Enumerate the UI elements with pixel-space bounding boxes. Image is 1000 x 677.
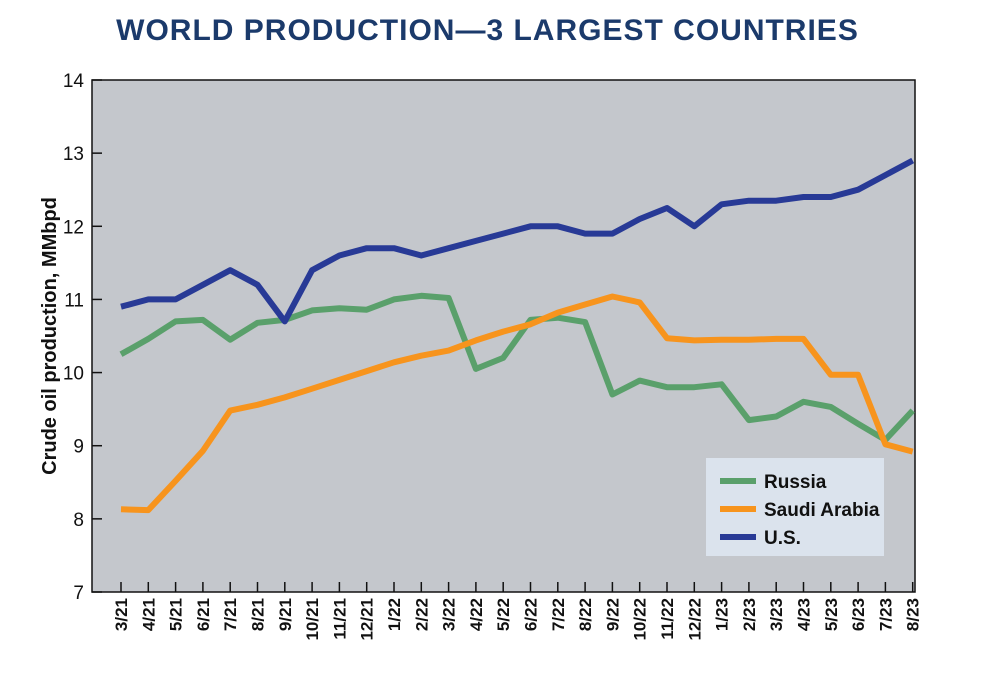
x-tick-label: 8/21 <box>249 598 268 631</box>
x-tick-label: 4/21 <box>139 598 158 631</box>
y-tick-label: 7 <box>73 583 84 604</box>
y-axis-label: Crude oil production, MMbpd <box>39 197 61 475</box>
y-tick-label: 13 <box>63 144 84 165</box>
x-tick-label: 7/21 <box>221 598 240 631</box>
x-tick-label: 3/23 <box>767 598 786 631</box>
series-line-u-s <box>120 157 915 325</box>
x-tick-label: 3/21 <box>112 598 131 631</box>
x-tick-label: 12/22 <box>685 598 704 641</box>
x-tick-label: 5/23 <box>822 598 841 631</box>
x-tick-label: 6/22 <box>522 598 541 631</box>
series-line-russia <box>119 292 915 443</box>
chart-title: WORLD PRODUCTION—3 LARGEST COUNTRIES <box>116 14 859 47</box>
x-tick-label: 12/21 <box>358 598 377 641</box>
y-tick-label: 8 <box>73 510 84 531</box>
x-tick-label: 1/22 <box>385 598 404 631</box>
y-tick-label: 12 <box>63 217 84 238</box>
x-tick-label: 11/21 <box>330 598 349 640</box>
x-tick-label: 10/21 <box>303 598 322 641</box>
legend: Russia Saudi Arabia U.S. <box>706 458 884 556</box>
x-tick-label: 8/23 <box>904 598 923 631</box>
legend-label: U.S. <box>764 528 801 549</box>
x-tick-label: 2/23 <box>740 598 759 631</box>
x-tick-label: 2/22 <box>412 598 431 631</box>
legend-label: Saudi Arabia <box>764 500 880 521</box>
legend-label: Russia <box>764 472 827 493</box>
x-tick-label: 7/22 <box>549 598 568 631</box>
x-tick-label: 7/23 <box>876 598 895 631</box>
y-tick-label: 10 <box>63 364 84 385</box>
x-tick-label: 9/21 <box>276 598 295 631</box>
y-tick-label: 11 <box>64 290 84 311</box>
x-tick-label: 4/22 <box>467 598 486 631</box>
x-tick-label: 5/21 <box>167 598 186 631</box>
x-tick-label: 9/22 <box>603 598 622 631</box>
y-tick-label: 14 <box>63 71 85 92</box>
x-tick-label: 10/22 <box>631 598 650 641</box>
y-tick-label: 9 <box>73 437 84 458</box>
x-tick-label: 6/23 <box>849 598 868 631</box>
x-tick-label: 4/23 <box>795 598 814 631</box>
x-tick-label: 11/22 <box>658 598 677 640</box>
x-tick-label: 3/22 <box>440 598 459 631</box>
x-tick-label: 1/23 <box>713 598 732 631</box>
x-tick-label: 6/21 <box>194 598 213 631</box>
series-line-saudi-arabia <box>120 293 914 514</box>
x-tick-label: 5/22 <box>494 598 513 631</box>
x-tick-label: 8/22 <box>576 598 595 631</box>
